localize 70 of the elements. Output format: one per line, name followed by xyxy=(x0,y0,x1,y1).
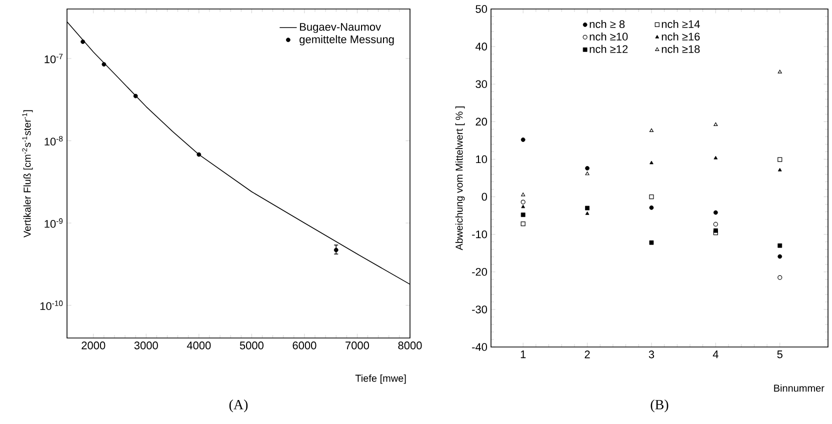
y-tick-label: 0 xyxy=(482,192,488,201)
point xyxy=(649,205,654,210)
point xyxy=(133,94,138,98)
point xyxy=(649,240,654,245)
y-tick-label: 10$^{-8}$ xyxy=(44,136,63,146)
point xyxy=(585,166,590,170)
point xyxy=(520,212,526,218)
legend-label: nch ≥ 8 xyxy=(590,20,625,28)
x-tick-label: 8000 xyxy=(398,342,422,350)
legend-label: Bugaev-Naumov xyxy=(300,23,381,33)
point xyxy=(714,122,718,126)
point xyxy=(778,157,782,162)
x-tick-label: 6000 xyxy=(292,342,316,350)
legend-label: nch ≥18 xyxy=(662,44,700,53)
x-tick-label: 1 xyxy=(520,350,526,358)
y-tick-label: -10 xyxy=(472,230,488,238)
point xyxy=(585,172,590,176)
y-axis-title: Abweichung vom Mittelwert [ % ] xyxy=(455,106,465,250)
point xyxy=(778,243,782,248)
point xyxy=(585,206,590,210)
legend-label: nch ≥12 xyxy=(590,44,628,53)
x-tick-label: 5 xyxy=(777,350,782,358)
x-tick-label: 2 xyxy=(584,350,590,358)
point xyxy=(521,192,526,196)
y-tick-label: 50 xyxy=(476,5,488,13)
point xyxy=(778,275,782,280)
x-tick-label: 2000 xyxy=(82,342,106,350)
x-tick-label: 3000 xyxy=(134,342,158,350)
point xyxy=(713,222,718,226)
point xyxy=(520,137,526,142)
y-tick-label: 30 xyxy=(476,80,488,88)
text: (A) xyxy=(229,400,248,412)
y-tick-label: -30 xyxy=(472,306,488,314)
point xyxy=(520,200,526,204)
y-tick-label: -20 xyxy=(472,268,488,276)
point xyxy=(80,40,86,44)
y-tick-label: 10$^{-10}$ xyxy=(40,300,63,310)
text: (B) xyxy=(650,400,668,412)
point xyxy=(713,210,718,215)
legend-label: nch ≥14 xyxy=(662,20,700,28)
point xyxy=(650,160,654,164)
point xyxy=(585,211,590,215)
point xyxy=(778,168,782,172)
x-tick-label: 3 xyxy=(648,350,654,358)
point xyxy=(520,222,526,226)
legend-label: gemittelte Messung xyxy=(300,35,394,46)
y-tick-label: 40 xyxy=(475,42,488,50)
x-axis-title: Tiefe [mwe] xyxy=(355,374,406,384)
legend-label: nch ≥10 xyxy=(590,32,628,41)
y-tick-label: 10$^{-9}$ xyxy=(44,218,63,228)
y-tick-label: -40 xyxy=(472,343,488,351)
y-tick-label: 10$^{-7}$ xyxy=(44,54,63,64)
x-tick-label: 5000 xyxy=(240,342,264,350)
y-axis-title: Vertikaler Fluß [cm$^{-2}$s$^{-1}$ster$^{-1}$] xyxy=(22,110,33,238)
point xyxy=(649,194,654,200)
point xyxy=(649,128,654,132)
point xyxy=(778,254,782,259)
point xyxy=(714,156,718,160)
x-tick-label: 7000 xyxy=(346,342,370,350)
point xyxy=(713,230,718,236)
point xyxy=(521,204,526,208)
x-tick-label: 4 xyxy=(712,350,718,358)
y-tick-label: 20 xyxy=(476,118,488,126)
x-axis-title: Binnummer xyxy=(774,384,824,392)
y-tick-label: 10 xyxy=(476,155,488,164)
x-tick-label: 4000 xyxy=(186,342,211,350)
point xyxy=(778,70,782,74)
point xyxy=(196,152,202,157)
point xyxy=(102,62,106,67)
legend-label: nch ≥16 xyxy=(662,32,700,41)
